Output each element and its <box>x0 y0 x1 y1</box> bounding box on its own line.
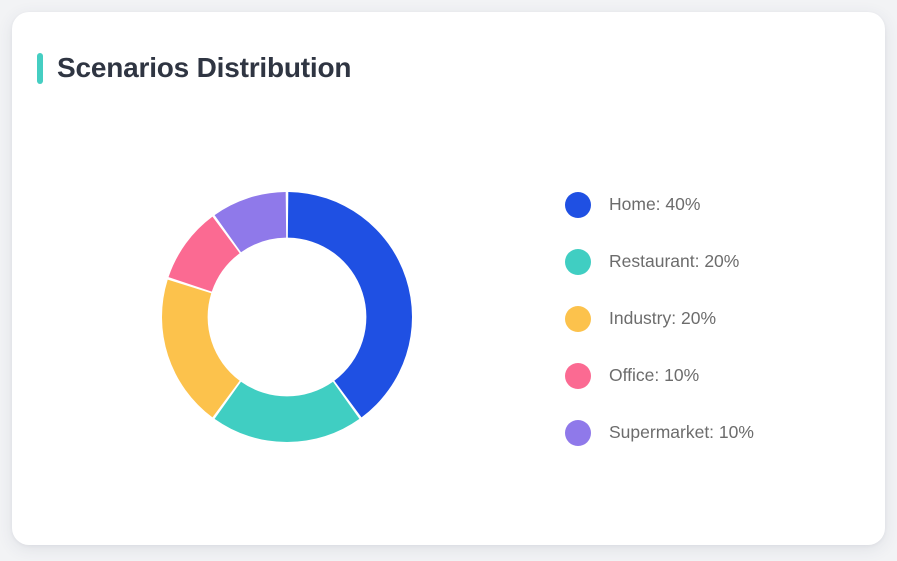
legend-color-swatch-office <box>565 363 591 389</box>
page-title: Scenarios Distribution <box>57 52 352 83</box>
legend-item[interactable]: Office: 10% <box>565 361 865 391</box>
legend-item[interactable]: Supermarket: 10% <box>565 418 865 448</box>
chart-body: Home: 40% Restaurant: 20% Industry: 20% Off… <box>12 112 885 545</box>
legend-item-label: Industry: 20% <box>609 308 716 329</box>
card-header: Scenarios Distribution <box>37 50 352 86</box>
legend-color-swatch-supermarket <box>565 420 591 446</box>
legend-item[interactable]: Home: 40% <box>565 190 865 220</box>
donut-slice-group <box>162 192 412 442</box>
legend-item[interactable]: Industry: 20% <box>565 304 865 334</box>
legend-color-swatch-restaurant <box>565 249 591 275</box>
donut-slice-restaurant[interactable] <box>214 381 360 442</box>
legend-item-label: Home: 40% <box>609 194 701 215</box>
legend-item[interactable]: Restaurant: 20% <box>565 247 865 277</box>
donut-slice-industry[interactable] <box>162 279 240 418</box>
donut-slice-home[interactable] <box>287 192 412 418</box>
donut-slice-supermarket[interactable] <box>214 192 287 253</box>
legend-item-label: Supermarket: 10% <box>609 422 754 443</box>
legend-item-label: Restaurant: 20% <box>609 251 740 272</box>
legend-color-swatch-home <box>565 192 591 218</box>
donut-slice-office[interactable] <box>168 216 240 292</box>
donut-chart <box>162 192 412 442</box>
scenarios-distribution-card: Scenarios Distribution Home: 40% Restaura… <box>12 12 885 545</box>
title-accent-bar <box>37 52 43 84</box>
chart-legend: Home: 40% Restaurant: 20% Industry: 20% Off… <box>565 190 865 448</box>
legend-item-label: Office: 10% <box>609 365 700 386</box>
donut-chart-svg <box>162 192 412 442</box>
legend-color-swatch-industry <box>565 306 591 332</box>
